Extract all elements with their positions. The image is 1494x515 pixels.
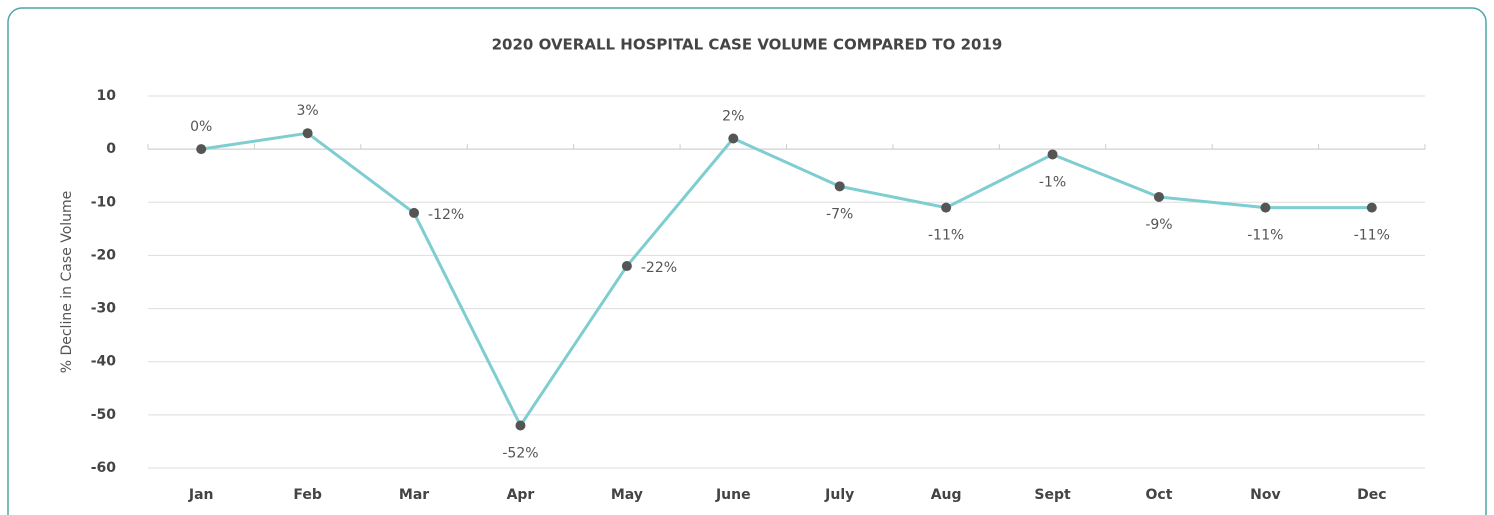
marker bbox=[409, 207, 420, 218]
chart-title: 2020 OVERALL HOSPITAL CASE VOLUME COMPAR… bbox=[492, 36, 1003, 54]
y-axis-label: % Decline in Case Volume bbox=[59, 191, 75, 374]
marker bbox=[302, 128, 313, 139]
y-tick-label: -40 bbox=[91, 354, 117, 370]
marker bbox=[621, 261, 632, 272]
marker bbox=[1260, 202, 1271, 213]
y-tick-label: -60 bbox=[91, 460, 117, 476]
x-tick-label: Dec bbox=[1357, 487, 1386, 503]
x-tick-label: July bbox=[824, 487, 854, 503]
data-label: -9% bbox=[1145, 217, 1172, 233]
data-label: 2% bbox=[722, 109, 744, 125]
frame bbox=[7, 7, 1487, 515]
data-label: -11% bbox=[1247, 228, 1283, 244]
data-label: -22% bbox=[641, 260, 677, 276]
marker bbox=[941, 202, 952, 213]
x-tick-label: June bbox=[715, 487, 751, 503]
x-tick-label: Nov bbox=[1250, 487, 1280, 503]
y-tick-label: -30 bbox=[91, 301, 117, 317]
y-tick-label: 0 bbox=[106, 141, 116, 157]
y-tick-label: -50 bbox=[91, 407, 117, 423]
data-label: 0% bbox=[190, 119, 212, 135]
line-series bbox=[200, 131, 1372, 427]
y-tick-label: 10 bbox=[97, 88, 117, 104]
x-tick-label: Oct bbox=[1146, 487, 1173, 503]
data-label: -11% bbox=[928, 228, 964, 244]
marker bbox=[1153, 191, 1164, 202]
marker bbox=[515, 420, 526, 431]
x-tick-label: Mar bbox=[399, 487, 429, 503]
data-label: -7% bbox=[826, 206, 853, 222]
marker bbox=[196, 144, 207, 155]
data-label: -52% bbox=[502, 445, 538, 461]
x-tick-label: Jan bbox=[188, 487, 214, 503]
x-tick-label: Feb bbox=[293, 487, 322, 503]
x-tick-label: Apr bbox=[507, 487, 535, 503]
x-tick-label: Aug bbox=[931, 487, 962, 503]
x-tick-label: Sept bbox=[1034, 487, 1071, 503]
y-tick-label: -10 bbox=[91, 194, 117, 210]
marker bbox=[1047, 149, 1058, 160]
data-label: -11% bbox=[1354, 228, 1390, 244]
marker bbox=[834, 181, 845, 192]
marker bbox=[1366, 202, 1377, 213]
data-label: 3% bbox=[297, 103, 319, 119]
data-label: -1% bbox=[1039, 174, 1066, 190]
y-tick-label: -20 bbox=[91, 247, 117, 263]
x-tick-label: May bbox=[611, 487, 643, 503]
data-label: -12% bbox=[428, 207, 464, 223]
marker bbox=[728, 133, 739, 144]
